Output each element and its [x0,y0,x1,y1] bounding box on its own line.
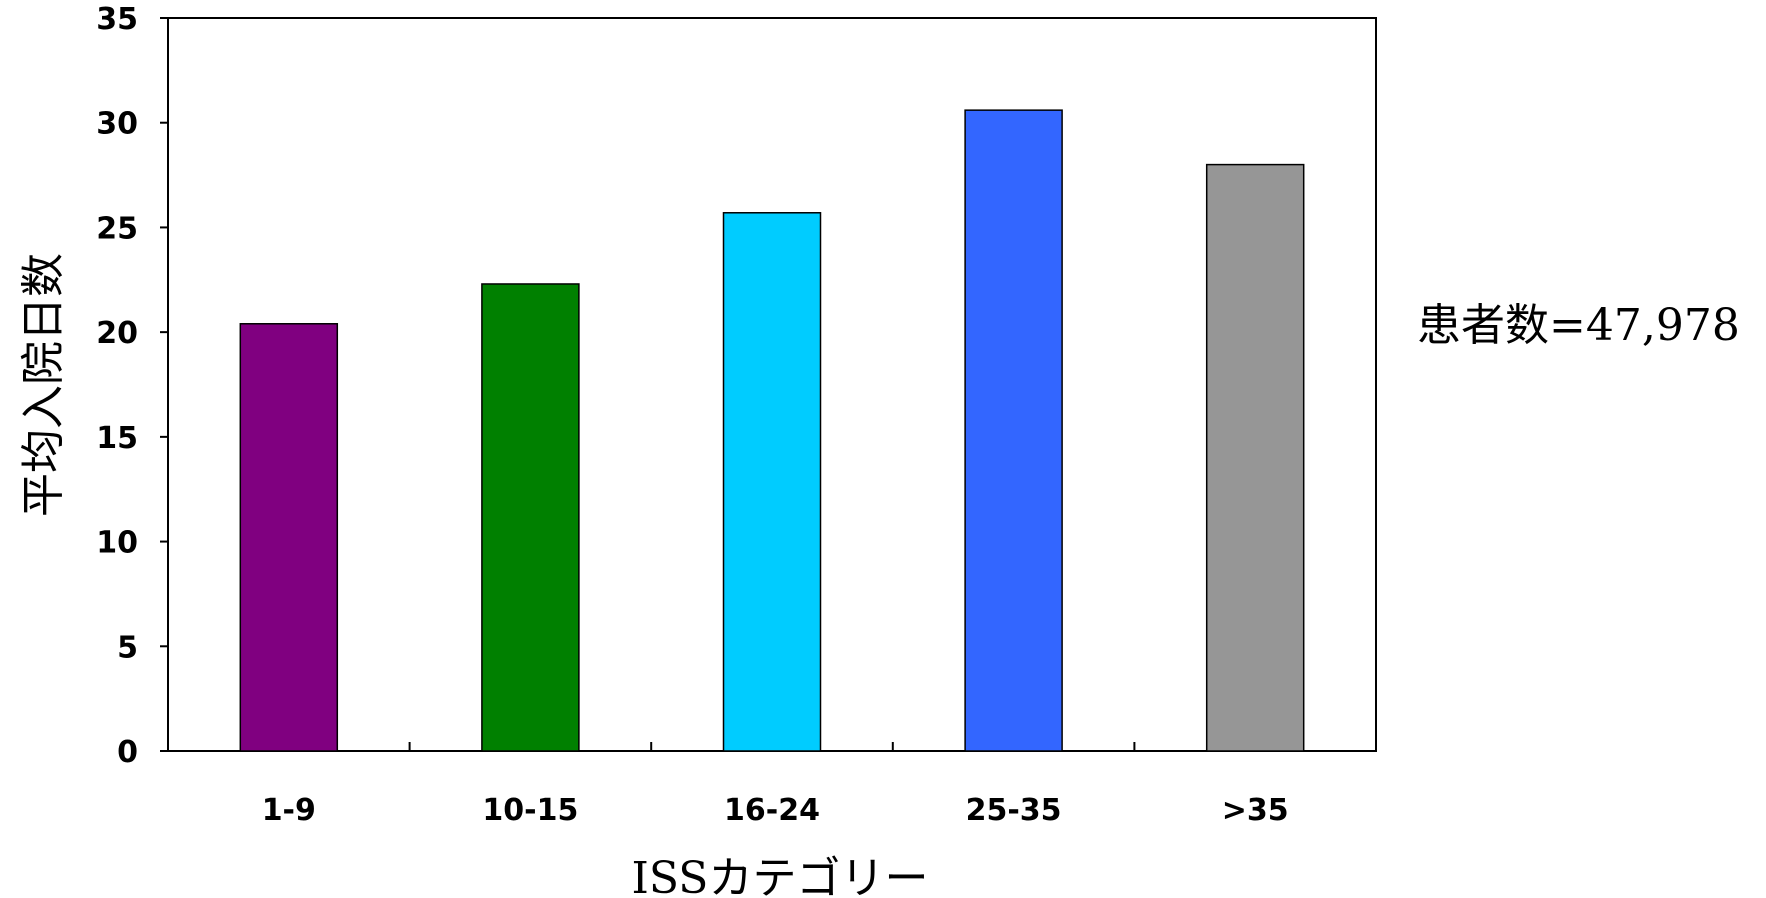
x-tick-label: >35 [1222,793,1289,828]
bar-3 [722,212,822,752]
y-tick-label: 35 [96,2,138,37]
x-axis-title: ISSカテゴリー [632,853,929,898]
bar-4 [964,109,1063,752]
y-tick-label: 0 [117,735,138,770]
x-tick-labels: 1-9 10-15 16-24 25-35 >35 [262,793,1289,828]
bar-series [239,109,1305,752]
y-tick-label: 15 [96,421,138,456]
x-tick-label: 1-9 [262,793,316,828]
y-tick-label: 30 [96,107,138,142]
bar-2 [481,283,580,752]
x-tick-label: 10-15 [482,793,578,828]
bar-5 [1205,163,1305,752]
y-tick-label: 25 [96,211,138,246]
x-tick-label: 16-24 [724,793,820,828]
y-tick-label: 10 [96,526,138,561]
y-tick-label: 5 [117,630,138,665]
x-axis [408,742,1136,751]
y-axis-title: 平均入院日数 [18,253,69,517]
patient-count-annotation: 患者数=47,978 [1417,300,1740,351]
y-axis [160,17,168,752]
y-tick-labels: 0 5 10 15 20 25 30 35 [96,2,138,770]
x-tick-label: 25-35 [966,793,1062,828]
bar-1 [239,323,339,752]
y-tick-label: 20 [96,316,138,351]
